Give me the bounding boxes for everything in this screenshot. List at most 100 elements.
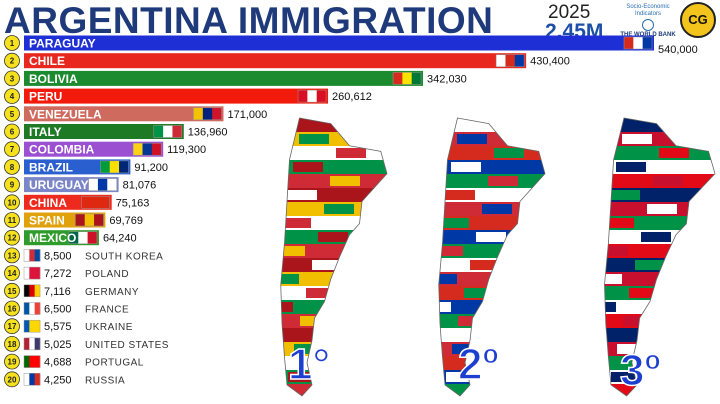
map-flag-band	[604, 328, 715, 342]
bar-label-colombia: COLOMBIA	[29, 143, 95, 157]
map-flag-band	[438, 146, 545, 160]
map-flag-patch	[330, 176, 360, 186]
map-flag-band	[280, 174, 387, 188]
flag-border	[495, 54, 525, 67]
flag-spain	[75, 213, 104, 227]
map-flag-patch	[604, 302, 616, 312]
value-label-south-korea: 8,500	[44, 250, 72, 262]
value-label-germany: 7,116	[44, 286, 71, 298]
map-flag-patch	[470, 260, 500, 270]
map-flag-patch	[622, 134, 652, 144]
flag-brazil	[100, 160, 129, 174]
map-flag-patch	[439, 218, 469, 228]
flag-venezuela	[193, 107, 222, 121]
map-flag-patch	[623, 316, 653, 326]
flag-stripe	[24, 284, 30, 297]
bar-label-mexico: MEXICO	[29, 231, 76, 245]
flag-chile	[495, 54, 525, 67]
map-flag-patch	[476, 232, 506, 242]
flag-mexico	[68, 231, 98, 244]
map-flag-patch	[617, 344, 647, 354]
map-flag-patch	[446, 372, 476, 382]
flag-stripe	[29, 355, 35, 368]
map-flag-patch	[482, 204, 512, 214]
rank-label-russia: 20	[8, 375, 17, 384]
flag-stripe	[29, 320, 35, 333]
bar-bolivia	[24, 70, 424, 86]
flag-poland	[23, 266, 41, 280]
flag-stripe	[151, 143, 162, 156]
flag-stripe	[193, 107, 204, 120]
rank-label-mexico: 12	[8, 234, 17, 243]
value-label-russia: 4,250	[44, 374, 72, 386]
map-flag-patch	[438, 302, 451, 312]
flag-stripe	[153, 125, 164, 138]
map-flag-patch	[288, 372, 318, 382]
flag-stripe	[119, 160, 129, 173]
map-flag-patch	[280, 302, 293, 312]
rank-circle-france	[4, 300, 20, 317]
flag-italy	[153, 125, 183, 138]
value-label-portugal: 4,688	[44, 357, 72, 369]
flag-border	[132, 142, 162, 156]
flag-border	[392, 72, 422, 85]
flag-stripe	[133, 143, 143, 156]
flag-stripe	[411, 72, 422, 85]
map-flag-band	[280, 216, 387, 230]
country-label-south-korea: SOUTH KOREA	[85, 251, 163, 262]
flag-stripe	[81, 196, 92, 209]
page-title: ARGENTINA IMMIGRATION	[4, 0, 494, 41]
map-flag-patch	[451, 162, 481, 172]
map-flag-band	[438, 174, 545, 188]
map-flag-band	[280, 146, 387, 160]
flag-stripe	[202, 107, 213, 120]
logo-text: CG	[688, 12, 708, 27]
value-label-venezuela: 171,000	[228, 109, 268, 121]
flag-stripe	[34, 302, 41, 315]
map-flag-patch	[457, 134, 487, 144]
flag-china	[81, 196, 110, 209]
source-badge: Socio-Economic Indicators THE WORLD BANK	[618, 4, 678, 40]
country-label-ukraine: UKRAINE	[85, 322, 133, 333]
map-flag-patch	[659, 148, 689, 158]
rank-circle-south-korea	[4, 247, 20, 264]
rank-label-uruguay: 9	[10, 181, 15, 190]
map-flag-patch	[610, 190, 640, 200]
rank-circle-bolivia	[4, 70, 20, 87]
bar-label-spain: SPAIN	[29, 214, 65, 228]
map-flag-patch	[445, 190, 475, 200]
map-flag-patch	[331, 358, 361, 368]
flag-stripe	[88, 178, 99, 191]
flag-stripe	[107, 178, 117, 191]
place-2-label: 2º	[457, 339, 499, 390]
flag-stripe	[24, 320, 30, 333]
bar-colombia	[24, 141, 164, 157]
source-name: THE WORLD BANK	[620, 32, 676, 38]
flag-stripe	[29, 249, 35, 262]
flag-united-states	[23, 337, 41, 351]
map-flag-patch	[438, 120, 450, 130]
map-flag-patch	[616, 162, 646, 172]
flag-russia	[23, 373, 41, 386]
flag-stripe	[393, 72, 403, 85]
rank-label-poland: 14	[8, 269, 17, 278]
map-flag-patch	[293, 162, 323, 172]
flag-border	[23, 337, 41, 351]
flag-france	[23, 302, 41, 315]
map-flag-patch	[495, 330, 525, 340]
map-flag-patch	[281, 218, 311, 228]
map-flag-patch	[635, 260, 665, 270]
rank-circle-uruguay	[4, 176, 20, 193]
flag-stripe	[29, 373, 35, 386]
rank-label-peru: 4	[10, 92, 15, 101]
flag-stripe	[514, 54, 525, 67]
flag-border	[193, 107, 222, 121]
flag-colombia	[132, 142, 162, 156]
bar-label-uruguay: URUGUAY	[29, 178, 89, 192]
rank-circle-italy	[4, 123, 20, 140]
flag-stripe	[496, 54, 506, 67]
bar-label-brazil: BRAZIL	[29, 160, 73, 174]
map-flag-band	[280, 314, 387, 328]
